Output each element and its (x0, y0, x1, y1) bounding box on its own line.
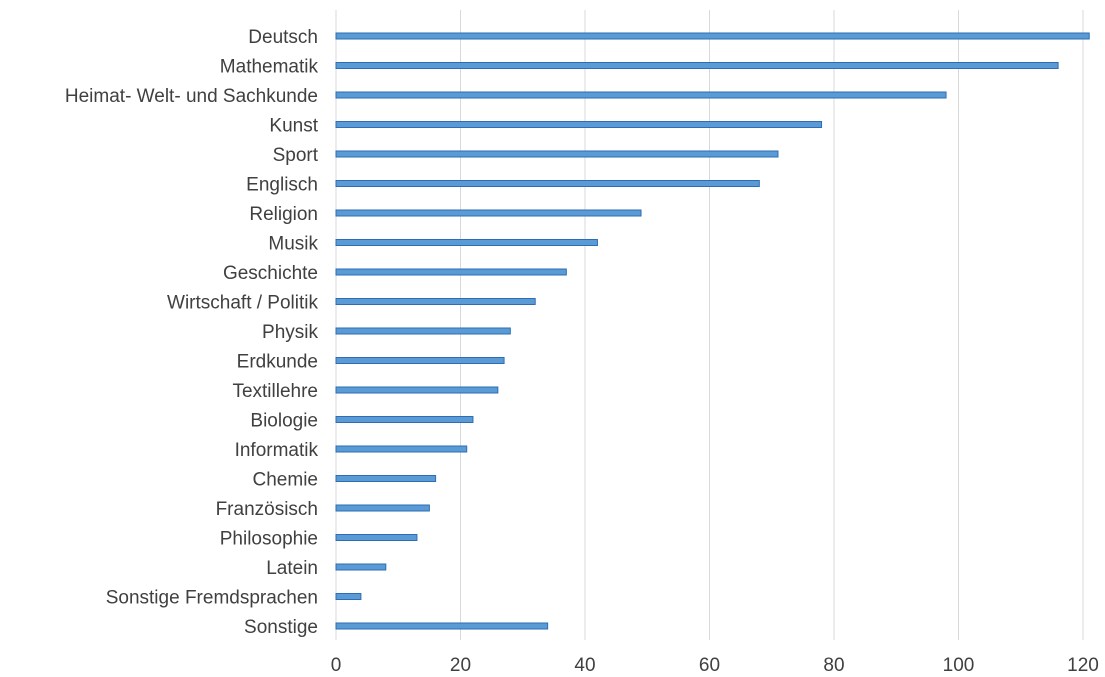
category-label: Wirtschaft / Politik (167, 293, 318, 314)
category-label: Englisch (246, 175, 318, 196)
bar (335, 445, 468, 453)
category-label: Informatik (235, 440, 319, 461)
bar (335, 504, 430, 512)
bar (335, 563, 387, 571)
category-label: Biologie (250, 411, 318, 432)
x-tick-label: 0 (331, 655, 342, 676)
category-label: Französisch (216, 499, 318, 520)
category-labels: Deutsch Mathematik Heimat- Welt- und Sachk… (65, 27, 319, 638)
category-label: Kunst (269, 116, 318, 137)
category-label: Sonstige (244, 617, 318, 638)
bar (335, 593, 362, 600)
x-tick-label: 100 (943, 655, 975, 676)
category-label: Sport (273, 145, 319, 166)
category-label: Heimat- Welt- und Sachkunde (65, 86, 318, 107)
x-tick-label: 20 (450, 655, 471, 676)
bar (335, 180, 760, 187)
gridlines (335, 10, 1084, 640)
bar (335, 91, 947, 99)
bar (335, 534, 418, 541)
bar (335, 268, 567, 276)
category-label: Physik (262, 322, 318, 343)
x-tick-label: 40 (574, 655, 595, 676)
x-tick-label: 120 (1067, 655, 1099, 676)
bar (335, 327, 511, 335)
bar (335, 121, 823, 128)
category-label: Erdkunde (237, 352, 318, 373)
bar (335, 32, 1090, 40)
x-axis-tick-labels: 0 20 40 60 80 100 120 (331, 655, 1099, 676)
bar (335, 622, 549, 630)
category-label: Latein (266, 558, 318, 579)
x-tick-label: 80 (823, 655, 844, 676)
bar (335, 386, 499, 394)
bar (335, 239, 598, 246)
bar (335, 209, 642, 217)
bar (335, 62, 1059, 69)
category-label: Geschichte (223, 263, 318, 284)
bar (335, 298, 536, 305)
category-label: Mathematik (220, 57, 319, 78)
category-label: Religion (249, 204, 318, 225)
category-label: Philosophie (220, 529, 318, 550)
category-label: Chemie (253, 470, 318, 491)
bar (335, 150, 779, 158)
category-label: Sonstige Fremdsprachen (106, 588, 318, 609)
bar (335, 475, 437, 482)
bars (335, 32, 1090, 630)
category-label: Deutsch (248, 27, 318, 48)
x-tick-label: 60 (699, 655, 720, 676)
category-label: Textillehre (232, 381, 318, 402)
category-label: Musik (268, 234, 318, 255)
bar (335, 357, 505, 364)
bar (335, 416, 474, 423)
